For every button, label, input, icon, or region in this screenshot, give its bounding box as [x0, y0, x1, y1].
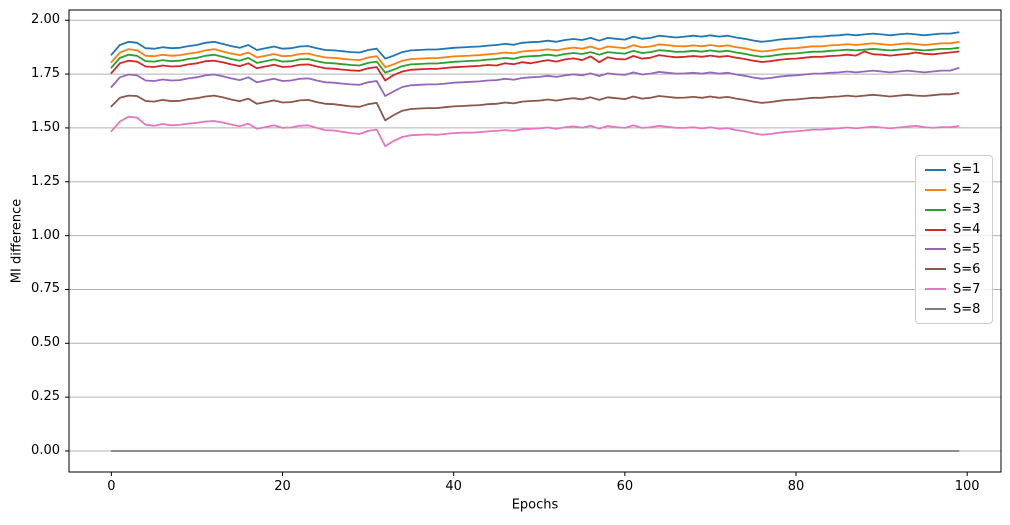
y-tick-label: 0.00: [31, 443, 60, 458]
series-line-s4: [110, 50, 960, 82]
series-line-s1: [110, 31, 960, 60]
y-tick-label: 0.50: [31, 335, 60, 351]
legend-label: S=3: [953, 202, 981, 218]
series-line-s7: [110, 115, 960, 148]
y-tick-label: 0.75: [31, 281, 60, 297]
legend: S=1 S=2 S=3 S=4 S=5 S=6 S=7 S=8: [915, 155, 993, 324]
legend-line-swatch: [925, 208, 946, 211]
series-line-s5: [110, 67, 960, 97]
y-tick-label: 1.00: [31, 227, 60, 243]
legend-item-s2: S=2: [925, 180, 992, 199]
legend-label: S=7: [953, 281, 981, 297]
legend-line-swatch: [925, 168, 946, 171]
legend-label: S=5: [953, 241, 981, 257]
x-tick-label: 0: [107, 479, 116, 494]
x-tick-label: 80: [787, 479, 805, 494]
legend-item-s1: S=1: [925, 160, 992, 179]
legend-label: S=8: [953, 301, 981, 317]
legend-label: S=2: [953, 182, 981, 198]
legend-line-swatch: [925, 288, 946, 291]
legend-item-s3: S=3: [925, 200, 992, 219]
series-line-s2: [110, 41, 960, 69]
x-tick-label: 20: [274, 479, 291, 494]
y-tick-label: 1.25: [31, 173, 60, 189]
y-tick-label: 2.00: [31, 12, 60, 28]
x-tick-label: 100: [954, 479, 980, 494]
legend-label: S=4: [953, 222, 981, 238]
y-tick-label: 1.50: [31, 119, 60, 135]
plot-border: [68, 9, 1002, 473]
legend-line-swatch: [925, 308, 946, 311]
x-tick-label: 60: [616, 479, 634, 494]
series-line-s3: [110, 46, 960, 74]
y-tick-label: 1.75: [31, 66, 60, 82]
x-tick-label: 40: [445, 479, 462, 494]
y-axis-label: MI difference: [9, 198, 25, 284]
legend-line-swatch: [925, 268, 946, 271]
legend-line-swatch: [925, 188, 946, 191]
series-line-s6: [110, 92, 960, 122]
legend-item-s7: S=7: [925, 280, 992, 299]
y-tick-label: 0.25: [31, 389, 60, 405]
legend-item-s6: S=6: [925, 260, 992, 279]
legend-item-s5: S=5: [925, 240, 992, 259]
legend-label: S=6: [953, 261, 981, 277]
legend-line-swatch: [925, 248, 946, 251]
legend-line-swatch: [925, 228, 946, 231]
x-axis-label: Epochs: [511, 497, 559, 513]
legend-item-s4: S=4: [925, 220, 992, 239]
legend-item-s8: S=8: [925, 300, 992, 319]
legend-label: S=1: [953, 162, 981, 178]
